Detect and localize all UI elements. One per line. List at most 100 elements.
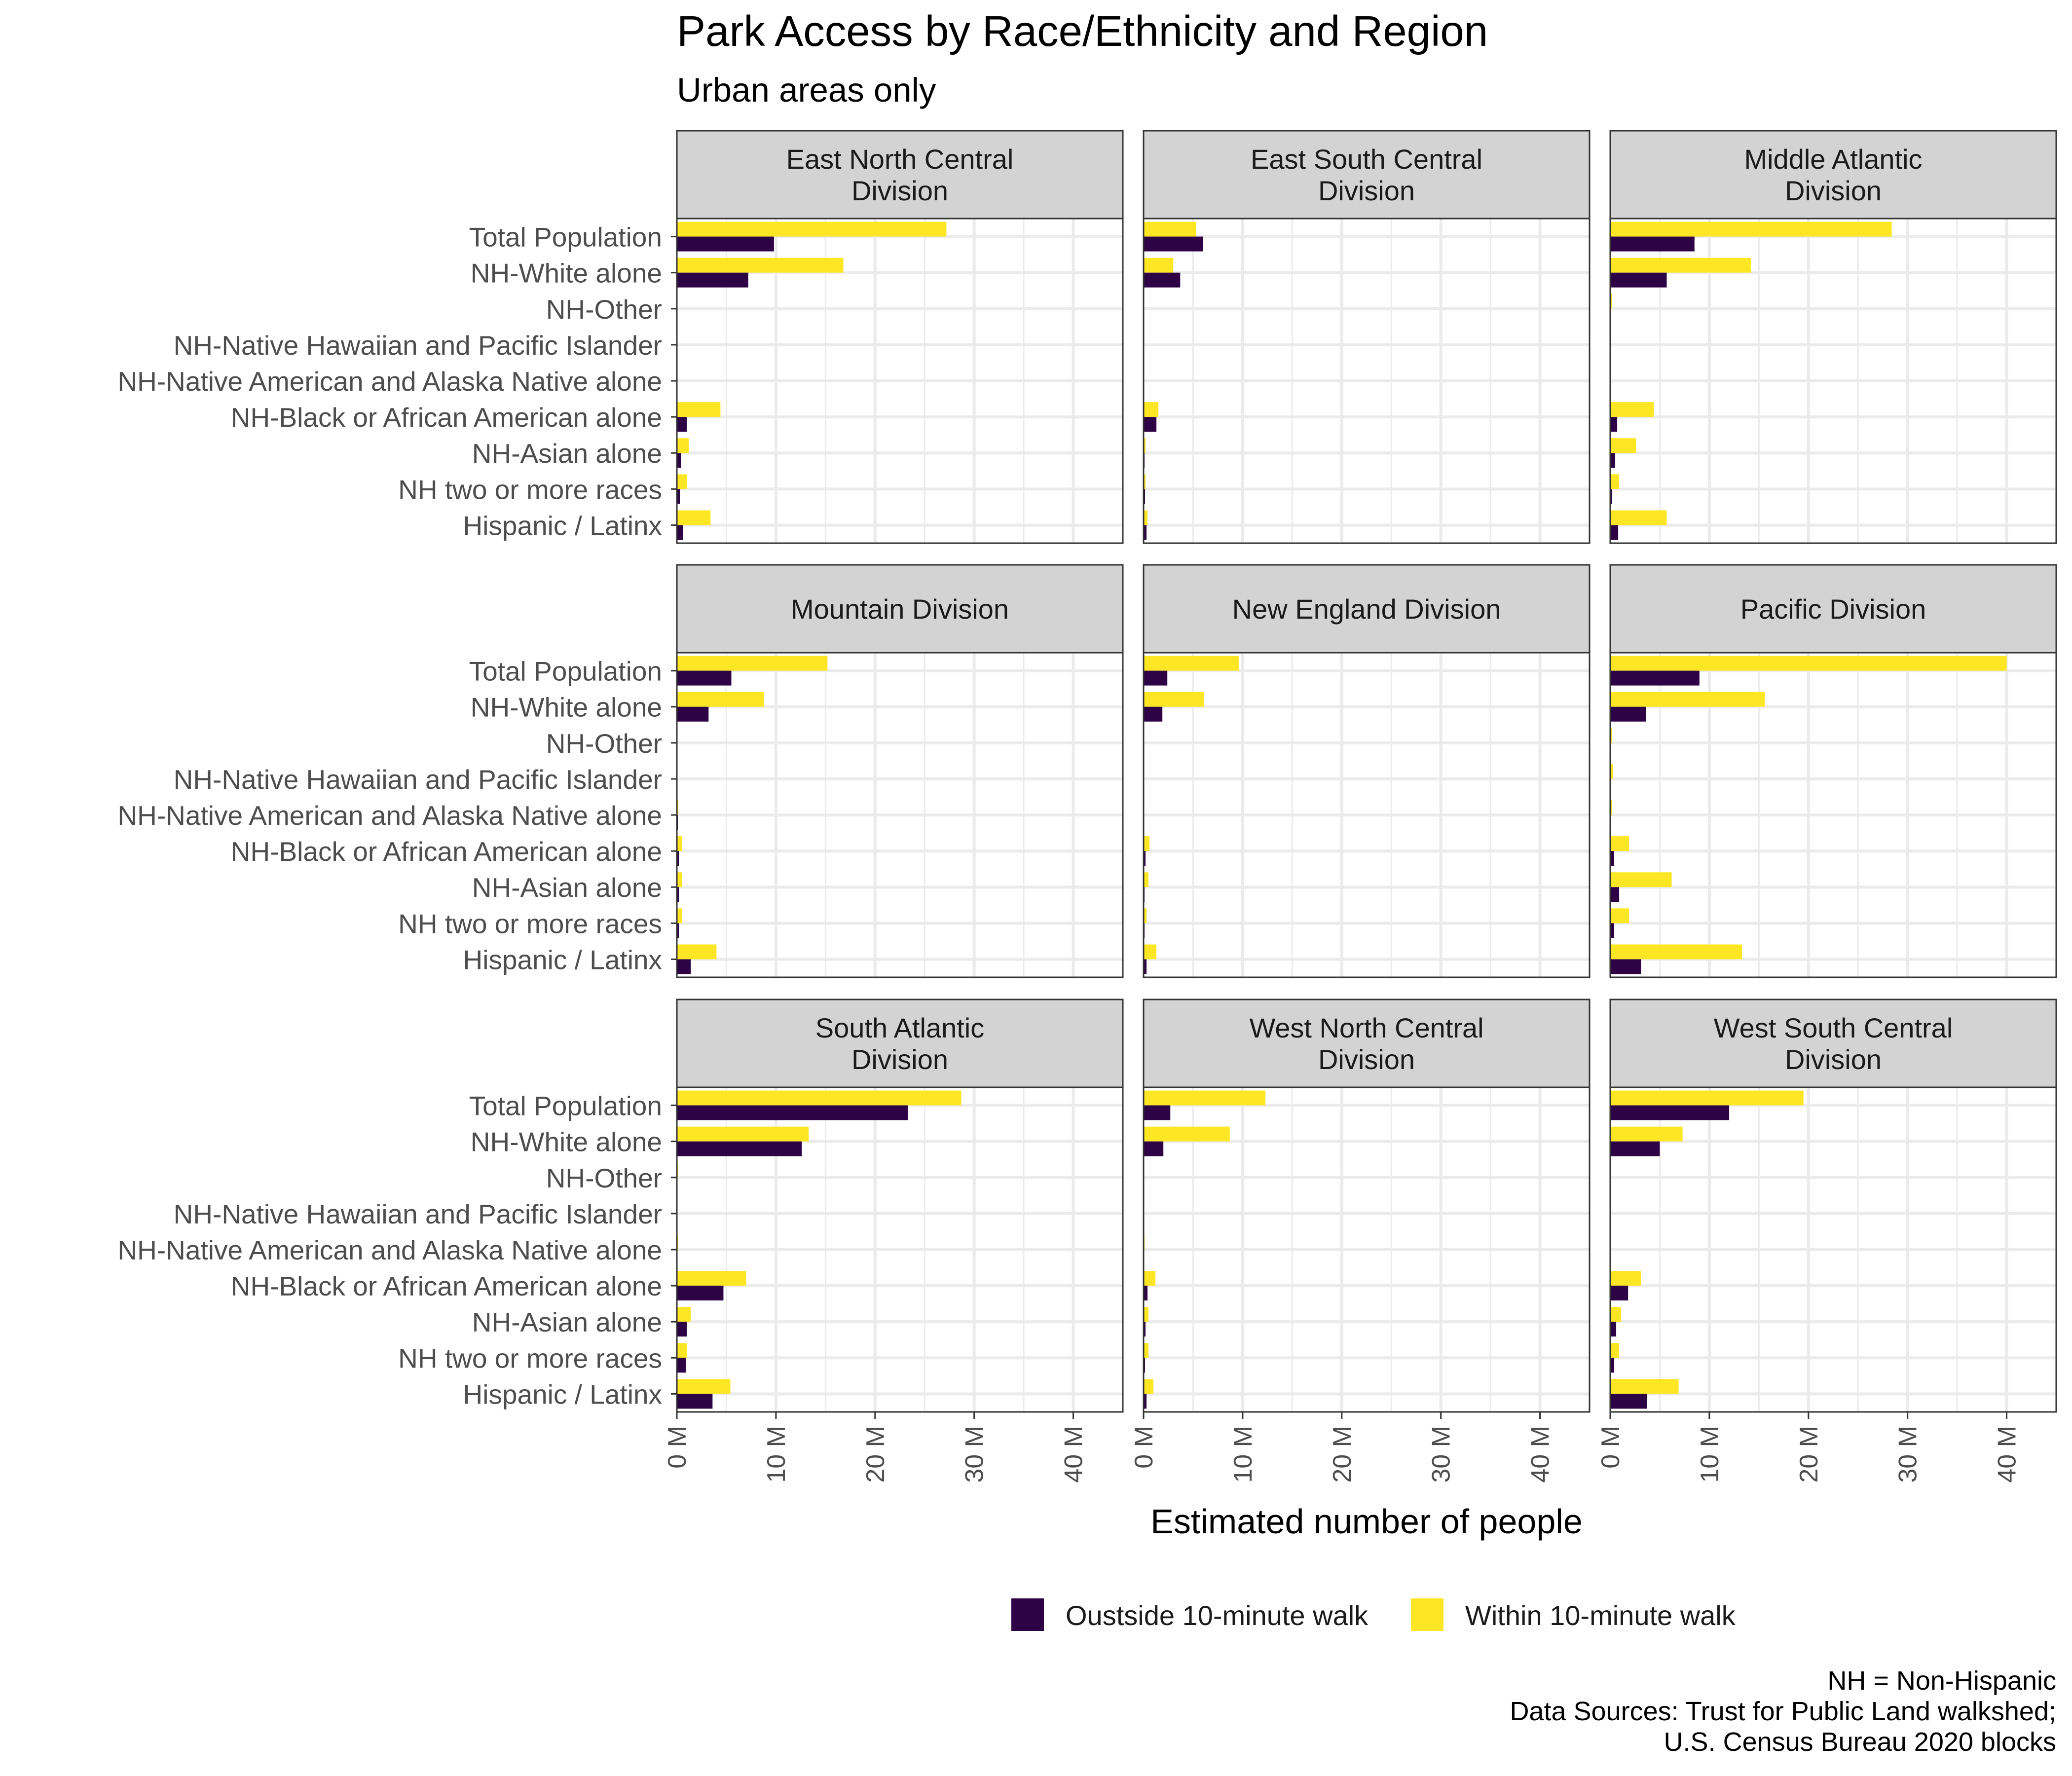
footnote-line: NH = Non-Hispanic (1827, 1666, 2056, 1696)
bar-within (1610, 692, 1765, 707)
facet-strip (676, 999, 1124, 1088)
bar-within (677, 800, 679, 815)
y-tick-label: NH-Other (546, 294, 662, 325)
y-tick-label: Hispanic / Latinx (463, 944, 662, 975)
bar-outside (1144, 272, 1181, 288)
bar-outside (677, 851, 679, 866)
y-tick-label: NH-Asian alone (472, 438, 662, 469)
bar-outside (677, 272, 748, 288)
facet-strip (676, 564, 1124, 654)
bar-within (1144, 222, 1196, 237)
bar-outside (677, 236, 774, 252)
y-tick-label: NH-White alone (471, 692, 662, 723)
bar-within (1144, 944, 1157, 960)
x-tick-label: 30 M (961, 1426, 989, 1483)
bar-outside (1610, 1394, 1647, 1409)
footnote-line: Data Sources: Trust for Public Land walk… (1510, 1697, 2056, 1726)
bar-outside (677, 706, 709, 722)
bar-within (677, 1126, 809, 1142)
bar-outside (1610, 1358, 1615, 1373)
facet-title: Division (1318, 175, 1415, 206)
facet-title: East North Central (786, 144, 1014, 175)
y-tick-label: Hispanic / Latinx (463, 510, 662, 541)
facet-title: Division (851, 1044, 948, 1075)
bar-outside (1144, 1322, 1146, 1337)
facet-title: Division (1318, 1044, 1415, 1075)
x-tick-label: 40 M (1993, 1426, 2022, 1483)
y-tick-label: NH-Native Hawaiian and Pacific Islander (174, 764, 662, 795)
y-tick-label: Total Population (469, 222, 662, 253)
facet-title: Division (851, 175, 948, 206)
facet-strip (1143, 564, 1591, 654)
bar-within (1610, 1126, 1683, 1142)
x-tick-label: 40 M (1060, 1426, 1088, 1483)
bar-within (677, 944, 717, 960)
x-tick-label: 0 M (663, 1426, 692, 1469)
bar-outside (1610, 1105, 1730, 1120)
panel-border (1143, 218, 1591, 544)
bar-within (1610, 908, 1629, 924)
bar-within (1610, 800, 1613, 815)
bar-within (1144, 656, 1239, 671)
bar-within (1144, 692, 1204, 707)
x-tick-label: 20 M (861, 1426, 890, 1483)
facet-title: Mountain Division (791, 593, 1009, 625)
x-tick-label: 10 M (1696, 1426, 1724, 1483)
bar-within (677, 656, 828, 671)
facet-title: West North Central (1249, 1012, 1483, 1043)
chart-title: Park Access by Race/Ethnicity and Region (677, 7, 1488, 55)
bar-within (1144, 908, 1147, 924)
y-tick-label: NH-Other (546, 728, 662, 759)
bar-outside (1610, 489, 1613, 504)
bar-outside (677, 453, 681, 468)
y-tick-label: NH-Native American and Alaska Native alo… (117, 800, 662, 831)
bar-outside (1144, 959, 1147, 974)
bar-within (1610, 1307, 1622, 1322)
bar-within (1144, 872, 1149, 888)
bar-within (677, 1379, 731, 1394)
bar-within (1610, 474, 1620, 489)
bar-within (1144, 402, 1159, 417)
facet-title: New England Division (1232, 593, 1501, 625)
facet-panel: Pacific Division (1609, 564, 2057, 978)
bar-outside (677, 887, 679, 902)
x-tick-label: 30 M (1894, 1426, 1923, 1483)
y-tick-label: Total Population (469, 1091, 662, 1121)
panel-border (1143, 1086, 1591, 1413)
bar-outside (1144, 1358, 1146, 1373)
bar-outside (1610, 670, 1700, 686)
y-tick-label: NH-Black or African American alone (231, 836, 662, 867)
bar-within (1144, 1271, 1156, 1286)
facet-strip (1609, 130, 2057, 220)
bar-within (677, 222, 947, 237)
bar-outside (677, 959, 691, 974)
bar-outside (1144, 851, 1146, 866)
bar-within (677, 1307, 691, 1322)
x-axis-title: Estimated number of people (1150, 1502, 1583, 1541)
bar-within (677, 908, 682, 924)
bar-within (677, 474, 687, 489)
bar-within (1144, 1307, 1149, 1322)
bar-within (1144, 836, 1150, 851)
bar-outside (677, 1394, 713, 1409)
bar-outside (1610, 236, 1695, 252)
facet-strip (676, 130, 1124, 220)
bar-within (1144, 1090, 1266, 1106)
bar-outside (1144, 417, 1157, 432)
facet-title: West South Central (1714, 1012, 1953, 1043)
bar-within (1610, 764, 1614, 779)
x-tick-label: 20 M (1328, 1426, 1357, 1483)
bar-outside (1610, 887, 1620, 902)
bar-outside (1610, 1286, 1628, 1301)
legend-label: Oustside 10-minute walk (1066, 1600, 1369, 1631)
bar-within (1144, 510, 1148, 525)
bar-outside (1610, 525, 1619, 540)
y-tick-label: Total Population (469, 656, 662, 687)
y-tick-label: NH-Native Hawaiian and Pacific Islander (174, 330, 662, 361)
y-tick-label: NH-Black or African American alone (231, 1271, 662, 1301)
y-tick-label: Hispanic / Latinx (463, 1379, 662, 1409)
bar-within (1610, 510, 1667, 525)
